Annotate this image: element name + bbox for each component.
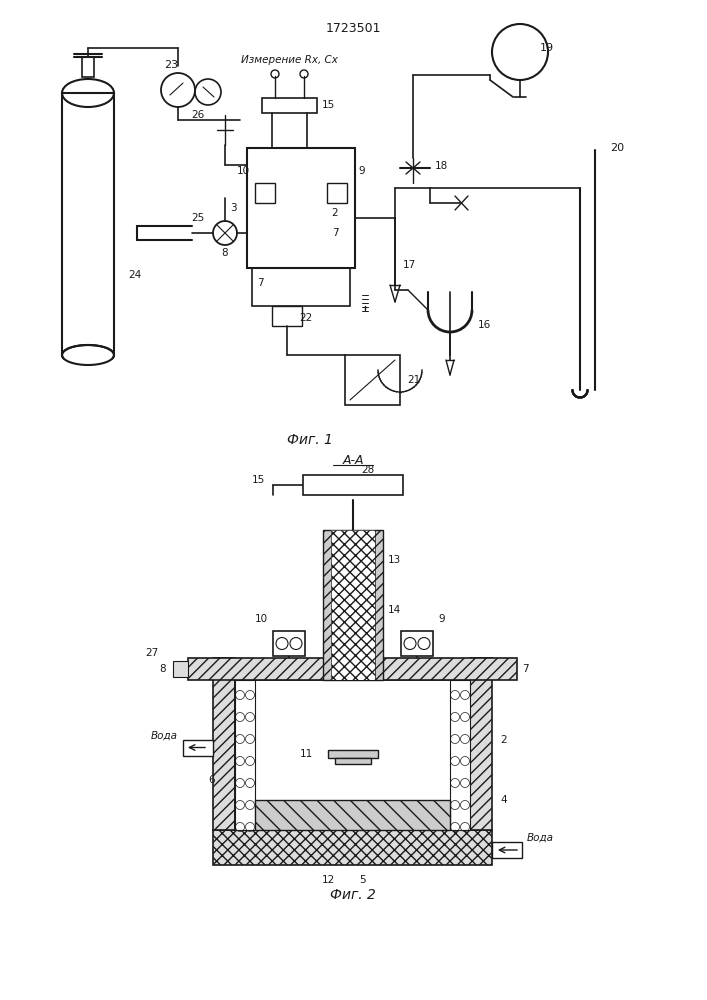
Bar [255,800,450,830]
Text: 9: 9 [438,614,445,624]
Text: 3: 3 [230,203,237,213]
Text: 19: 19 [540,43,554,53]
Bar [255,183,275,203]
Text: 9: 9 [358,166,365,176]
Text: 8: 8 [159,664,166,674]
Bar [328,750,378,758]
Text: 10: 10 [237,166,250,176]
Text: 17: 17 [403,260,416,270]
Bar [492,842,522,858]
Text: 14: 14 [388,605,402,615]
Bar [331,530,375,680]
Bar [262,98,317,113]
Text: 25: 25 [192,213,205,223]
Text: 28: 28 [361,465,374,475]
Bar [401,631,433,656]
Text: 7: 7 [332,228,339,238]
Bar [173,661,188,677]
Text: 8: 8 [222,248,228,258]
Bar [303,475,403,495]
Text: Вода: Вода [151,730,178,740]
Bar [252,268,350,306]
Bar [331,530,375,680]
Text: 16: 16 [478,320,491,330]
Text: Вода: Вода [527,833,554,843]
Text: 7: 7 [257,278,264,288]
Text: 27: 27 [145,648,158,658]
Text: 6: 6 [209,775,215,785]
Bar [82,57,94,77]
Bar [272,306,302,326]
Text: 20: 20 [610,143,624,153]
Bar [235,680,470,830]
Bar [247,148,355,268]
Text: 7: 7 [522,664,529,674]
Ellipse shape [62,345,114,365]
Bar [345,355,400,405]
Bar [335,758,371,764]
Text: 24: 24 [128,270,141,280]
Text: 26: 26 [192,110,205,120]
Text: 11: 11 [300,749,313,759]
Text: 23: 23 [164,60,178,70]
Bar [188,658,517,680]
Text: Фиг. 2: Фиг. 2 [330,888,376,902]
Text: 12: 12 [322,875,334,885]
Bar [64,353,112,371]
Bar [213,658,235,830]
Bar [235,680,255,830]
Bar [450,680,470,830]
Bar [183,740,213,756]
Text: Измерение Rх, Cх: Измерение Rх, Cх [240,55,337,65]
Text: 5: 5 [360,875,366,885]
Bar [273,631,305,656]
Text: 15: 15 [322,100,335,110]
Text: 1723501: 1723501 [325,21,381,34]
Text: 13: 13 [388,555,402,565]
Bar [327,183,347,203]
Bar [213,830,492,865]
Text: 22: 22 [299,313,312,323]
Text: 10: 10 [255,614,268,624]
Bar [323,530,383,680]
Text: 4: 4 [500,795,507,805]
Text: 2: 2 [332,208,339,218]
Text: 2: 2 [500,735,507,745]
Bar [470,658,492,830]
Text: 18: 18 [435,161,448,171]
Bar [62,93,114,355]
Text: Фиг. 1: Фиг. 1 [287,433,333,447]
Text: А-А: А-А [342,454,363,466]
Text: 21: 21 [407,375,420,385]
Text: 15: 15 [252,475,265,485]
